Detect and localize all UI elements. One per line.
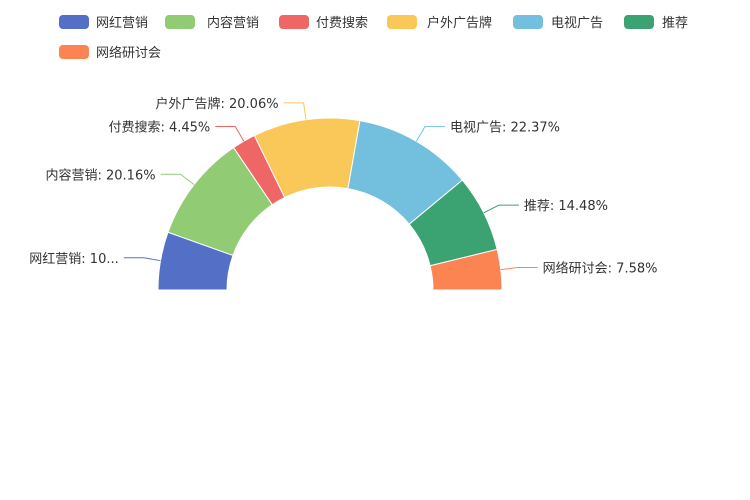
legend-swatch bbox=[513, 15, 543, 29]
data-label: 网红营销: 10... bbox=[29, 251, 118, 267]
chart-labels: 网红营销: 10... 内容营销: 20.16% 付费搜索: 4.45% 户外广告牌:… bbox=[29, 96, 657, 277]
legend-label: 付费搜索 bbox=[316, 16, 368, 31]
legend-item[interactable]: 内容营销 bbox=[165, 15, 259, 31]
data-label: 电视广告: 22.37% bbox=[450, 121, 560, 136]
chart-slices bbox=[157, 117, 503, 291]
legend-swatch bbox=[165, 15, 195, 29]
legend-label: 推荐 bbox=[662, 16, 688, 31]
legend-swatch bbox=[59, 15, 89, 29]
label-leader-line bbox=[283, 102, 307, 120]
data-label: 付费搜索: 4.45% bbox=[108, 120, 210, 135]
legend-swatch bbox=[59, 45, 89, 59]
label-leader-line bbox=[160, 173, 195, 186]
legend-label: 户外广告牌 bbox=[427, 15, 492, 31]
legend-item[interactable]: 电视广告 bbox=[513, 15, 603, 31]
legend-item[interactable]: 网络研讨会 bbox=[59, 45, 161, 61]
legend-item[interactable]: 户外广告牌 bbox=[387, 15, 492, 31]
data-label: 内容营销: 20.16% bbox=[45, 167, 155, 183]
pie-slice[interactable] bbox=[429, 248, 503, 291]
data-label: 户外广告牌: 20.06% bbox=[156, 96, 279, 112]
legend-swatch bbox=[279, 15, 309, 29]
label-leader-line bbox=[415, 126, 445, 142]
legend-label: 内容营销 bbox=[207, 15, 259, 31]
legend-item[interactable]: 付费搜索 bbox=[279, 15, 368, 31]
legend-item[interactable]: 推荐 bbox=[624, 15, 688, 31]
legend-item[interactable]: 网红营销 bbox=[59, 15, 148, 31]
label-leader-line bbox=[500, 267, 538, 271]
legend-label: 网络研讨会 bbox=[96, 45, 161, 61]
data-label: 网络研讨会: 7.58% bbox=[543, 261, 658, 277]
label-leader-line bbox=[483, 204, 519, 214]
legend-label: 网红营销 bbox=[96, 15, 148, 31]
legend-label: 电视广告 bbox=[551, 16, 603, 31]
legend-swatch bbox=[387, 15, 417, 29]
label-leader-line bbox=[123, 257, 161, 262]
data-label: 推荐: 14.48% bbox=[524, 199, 608, 214]
label-leader-line bbox=[215, 125, 245, 142]
legend-swatch bbox=[624, 15, 654, 29]
